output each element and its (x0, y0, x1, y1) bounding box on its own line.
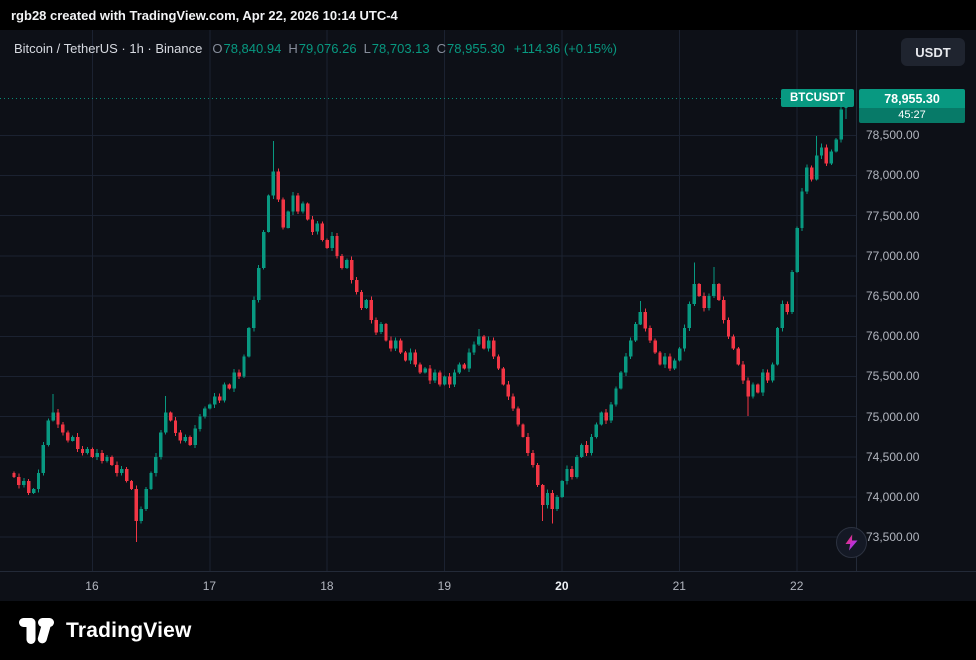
ohlc-high-value: 79,076.26 (298, 41, 357, 56)
symbol-price-line-label: BTCUSDT (781, 88, 854, 107)
chart-header: Bitcoin / TetherUS · 1h · Binance O 78,84… (14, 41, 617, 56)
price-axis-label: 76,000.00 (866, 329, 920, 344)
candle-countdown: 45:27 (859, 107, 965, 123)
price-axis-label: 78,500.00 (866, 128, 920, 143)
tradingview-link[interactable]: TradingView (19, 617, 192, 644)
ohlc-low-value: 78,703.13 (371, 41, 430, 56)
time-axis-label: 22 (790, 579, 804, 593)
candlestick-plot[interactable] (0, 30, 856, 571)
tradingview-logo-icon (19, 617, 54, 644)
current-price-badge: 78,955.30 45:27 (859, 88, 965, 123)
price-axis-label: 74,500.00 (866, 449, 920, 464)
lightning-button[interactable] (836, 527, 867, 558)
ohlc-close-value: 78,955.30 (447, 41, 505, 56)
price-axis-label: 75,500.00 (866, 369, 920, 384)
time-axis-label: 17 (202, 579, 217, 593)
ohlc-high-label: H (288, 41, 298, 56)
chart-container: Bitcoin / TetherUS · 1h · Binance O 78,84… (0, 30, 976, 601)
time-axis-label: 20 (555, 579, 569, 593)
time-axis-label: 16 (85, 579, 99, 593)
price-axis-label: 77,500.00 (866, 208, 920, 223)
ohlc-low-label: L (363, 41, 371, 56)
ohlc-open-label: O (212, 41, 223, 56)
time-axis-label: 18 (320, 579, 334, 593)
price-axis-label: 76,500.00 (866, 289, 920, 304)
ohlc-readout: O 78,840.94 H 79,076.26 L 78,703.13 C 78,955… (212, 41, 617, 56)
price-axis-label: 74,000.00 (866, 490, 920, 505)
lightning-icon (845, 534, 858, 551)
price-axis-label: 77,000.00 (866, 248, 920, 263)
time-axis[interactable]: 16 17 18 19 20 21 22 (0, 571, 976, 601)
price-change: +114.36 (+0.15%) (513, 41, 617, 56)
attribution-text: rgb28 created with TradingView.com, Apr … (11, 7, 398, 23)
tradingview-brand-text: TradingView (66, 618, 192, 642)
currency-toggle-button[interactable]: USDT (901, 38, 965, 66)
attribution-bar: rgb28 created with TradingView.com, Apr … (0, 0, 976, 30)
ohlc-close-label: C (436, 41, 447, 56)
time-axis-label: 19 (437, 579, 452, 593)
price-axis-label: 73,500.00 (866, 530, 920, 545)
price-axis-label: 75,000.00 (866, 409, 920, 424)
symbol-title[interactable]: Bitcoin / TetherUS · 1h · Binance (14, 41, 203, 56)
price-axis[interactable]: 78,500.00 78,000.00 77,500.00 77,000.00 76,5… (856, 30, 976, 571)
ohlc-open-value: 78,840.94 (223, 41, 282, 56)
price-axis-label: 78,000.00 (866, 168, 920, 183)
time-axis-label: 21 (672, 579, 686, 593)
footer-bar: TradingView (0, 601, 976, 660)
current-price-value: 78,955.30 (859, 88, 965, 108)
